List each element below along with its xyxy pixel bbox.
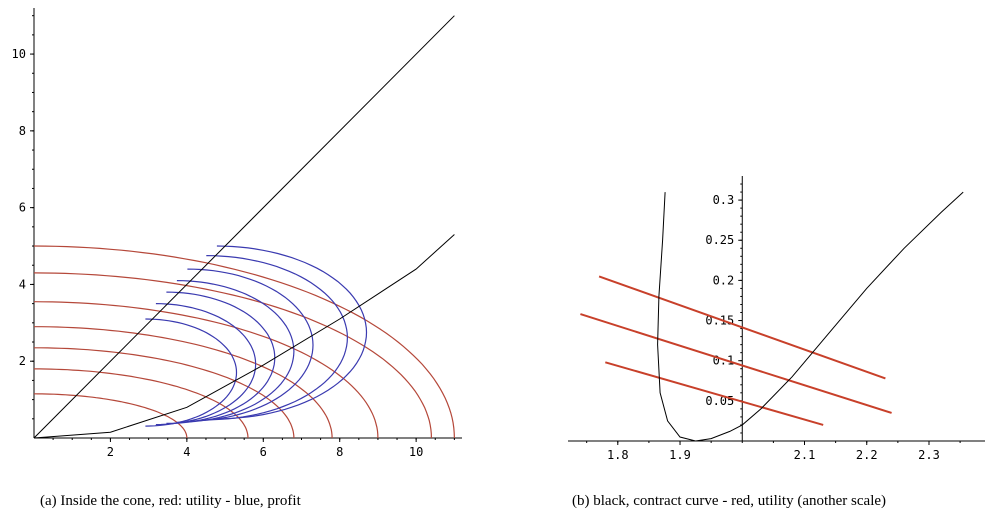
utility-contour [34,347,295,439]
profit-contour [206,255,349,421]
profit-contour [176,280,295,423]
x-tick-label-b: 2.2 [856,448,878,462]
y-tick-label-a: 8 [19,124,26,138]
utility-line [598,275,886,380]
panel-a: 2 4 6 8 10 2 4 6 8 10 [12,8,462,459]
utility-contour [33,272,432,439]
y-tick-label-a: 4 [19,277,26,291]
x-tick-label-a: 4 [183,445,190,459]
utility-contour [33,301,379,439]
profit-contour [145,318,238,427]
utility-contour [33,393,188,439]
x-tick-label-b: 2.3 [918,448,940,462]
contract-curve [657,191,964,442]
y-tick-label-b: 0.1 [713,354,735,368]
x-tick-label-a: 8 [336,445,343,459]
utility-contour [34,368,249,439]
y-tick-label-b: 0.2 [713,273,735,287]
x-tick-label-b: 2.1 [794,448,816,462]
y-tick-label-a: 2 [19,354,26,368]
cone-ray [33,234,455,439]
profit-contour [155,303,257,426]
profit-contour [216,245,368,420]
x-tick-label-a: 2 [107,445,114,459]
x-tick-label-b: 1.8 [607,448,629,462]
x-tick-label-b: 1.9 [669,448,691,462]
caption-b: (b) black, contract curve - red, utility… [572,493,886,509]
y-tick-label-b: 0.3 [713,193,735,207]
profit-contour [187,268,314,422]
caption-a: (a) Inside the cone, red: utility - blue… [40,493,302,509]
x-tick-label-a: 6 [260,445,267,459]
cone-ray [33,15,455,439]
y-tick-label-a: 10 [12,47,26,61]
y-tick-label-a: 6 [19,201,26,215]
utility-line [605,361,824,426]
y-tick-label-b: 0.25 [705,233,734,247]
panel-b: 1.8 1.9 2.1 2.2 2.30.050.10.150.20.250.3 [568,176,985,462]
utility-line [580,313,892,414]
utility-contour [34,326,333,439]
utility-contour [33,245,455,439]
x-tick-label-a: 10 [409,445,423,459]
